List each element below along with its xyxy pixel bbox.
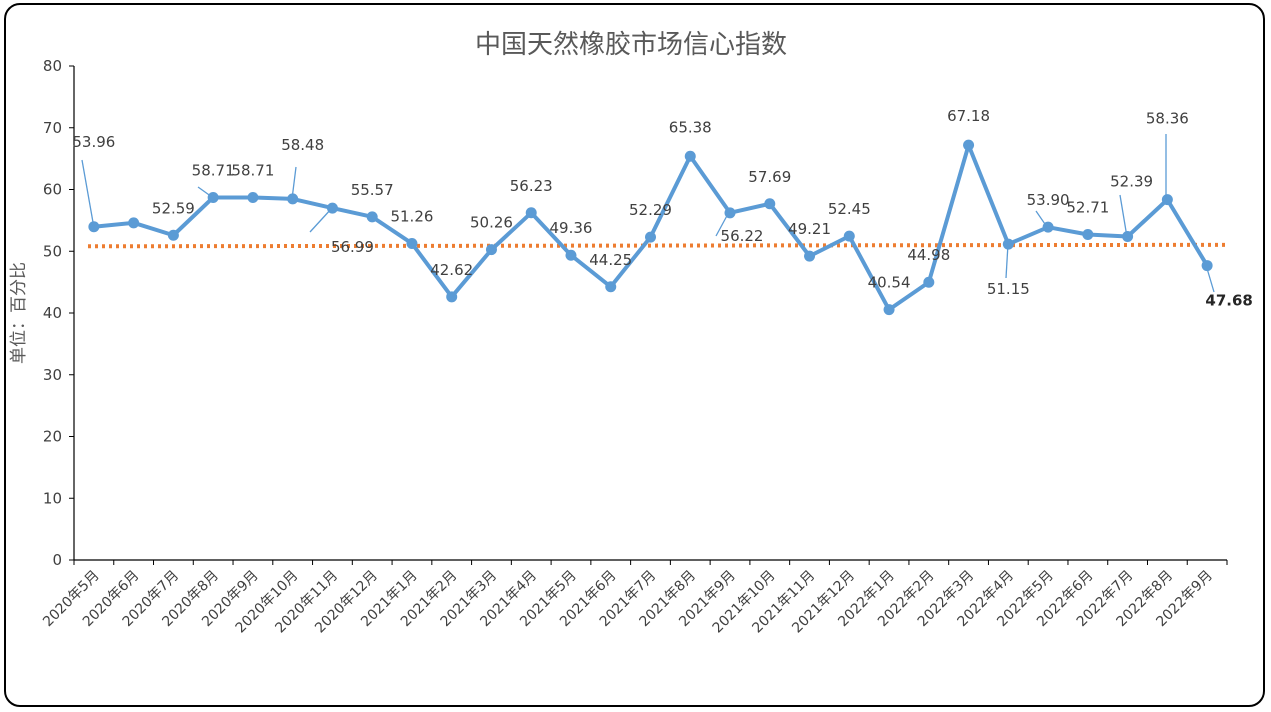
- y-axis: 0 10 20 30 40 50 60 70 80: [43, 57, 75, 569]
- data-point: [406, 237, 418, 249]
- label-leader-line: [1005, 243, 1009, 279]
- label-leader-line: [81, 159, 95, 229]
- data-label: 51.26: [390, 207, 433, 225]
- data-label: 65.38: [669, 118, 712, 136]
- data-label: 58.71: [231, 161, 274, 179]
- reference-line-group: [87, 242, 1230, 249]
- y-tick-label: 80: [43, 57, 62, 75]
- label-leader-line: [1205, 264, 1215, 293]
- data-label: 58.36: [1146, 110, 1189, 128]
- data-label: 58.48: [281, 136, 324, 154]
- data-label: 49.21: [788, 220, 831, 238]
- reference-line: [87, 242, 1230, 249]
- label-leader-line: [309, 207, 333, 233]
- label-leader-line: [197, 186, 213, 198]
- chart-title: 中国天然橡胶市场信心指数: [475, 30, 787, 60]
- data-point: [605, 281, 617, 293]
- data-label: 56.23: [510, 177, 553, 195]
- data-label: 50.26: [470, 214, 513, 232]
- data-label: 53.90: [1027, 191, 1070, 209]
- data-point: [167, 229, 179, 241]
- data-point: [923, 276, 935, 288]
- y-tick-label: 30: [43, 366, 62, 384]
- data-point: [764, 198, 776, 210]
- data-point: [645, 231, 656, 243]
- data-point: [883, 304, 895, 316]
- data-label: 47.68: [1205, 292, 1252, 310]
- y-tick-label: 0: [52, 551, 62, 569]
- data-point: [446, 291, 458, 303]
- data-label: 44.98: [907, 246, 950, 264]
- data-label: 53.96: [72, 133, 115, 151]
- y-tick-label: 50: [43, 242, 62, 260]
- label-leader-line: [1035, 210, 1048, 228]
- label-leader-line: [1119, 194, 1128, 238]
- chart-frame: [4, 3, 1265, 707]
- data-point: [1082, 229, 1094, 241]
- y-tick-label: 10: [43, 489, 62, 507]
- data-label: 49.36: [550, 219, 593, 237]
- data-label: 52.59: [152, 199, 195, 217]
- label-leader-line: [715, 211, 730, 237]
- y-tick-label: 70: [43, 119, 62, 137]
- data-point: [843, 230, 855, 242]
- data-point: [963, 139, 975, 151]
- data-point: [1161, 194, 1173, 206]
- data-label: 56.22: [721, 227, 764, 245]
- data-label: 55.57: [351, 181, 394, 199]
- data-label: 51.15: [987, 280, 1030, 298]
- data-point: [128, 217, 140, 229]
- data-label: 40.54: [868, 274, 911, 292]
- data-point: [565, 249, 577, 261]
- data-label: 56.99: [331, 238, 374, 256]
- y-tick-label: 60: [43, 181, 62, 199]
- data-label: 52.39: [1110, 172, 1153, 190]
- data-label: 58.71: [192, 161, 235, 179]
- data-point: [525, 207, 537, 219]
- data-point: [804, 250, 816, 262]
- series-group: [88, 139, 1213, 316]
- x-axis: 2020年5月2020年6月2020年7月2020年8月2020年9月2020年…: [40, 559, 1228, 636]
- data-label: 52.29: [629, 201, 672, 219]
- data-point: [287, 193, 299, 205]
- data-point: [684, 150, 696, 162]
- data-label: 67.18: [947, 107, 990, 125]
- data-label: 42.62: [430, 261, 473, 279]
- data-point: [366, 211, 378, 223]
- data-point: [1201, 260, 1213, 272]
- y-axis-label: 单位：百分比: [9, 262, 29, 364]
- data-point: [485, 244, 497, 256]
- data-label: 44.25: [589, 251, 632, 269]
- data-label: 57.69: [748, 168, 791, 186]
- y-tick-label: 20: [43, 428, 62, 446]
- data-label: 52.71: [1066, 199, 1109, 217]
- y-tick-label: 40: [43, 304, 62, 322]
- data-label: 52.45: [828, 200, 871, 218]
- data-point: [207, 191, 219, 203]
- data-point: [1122, 230, 1134, 242]
- label-leader-line: [291, 166, 297, 200]
- data-point: [247, 191, 259, 203]
